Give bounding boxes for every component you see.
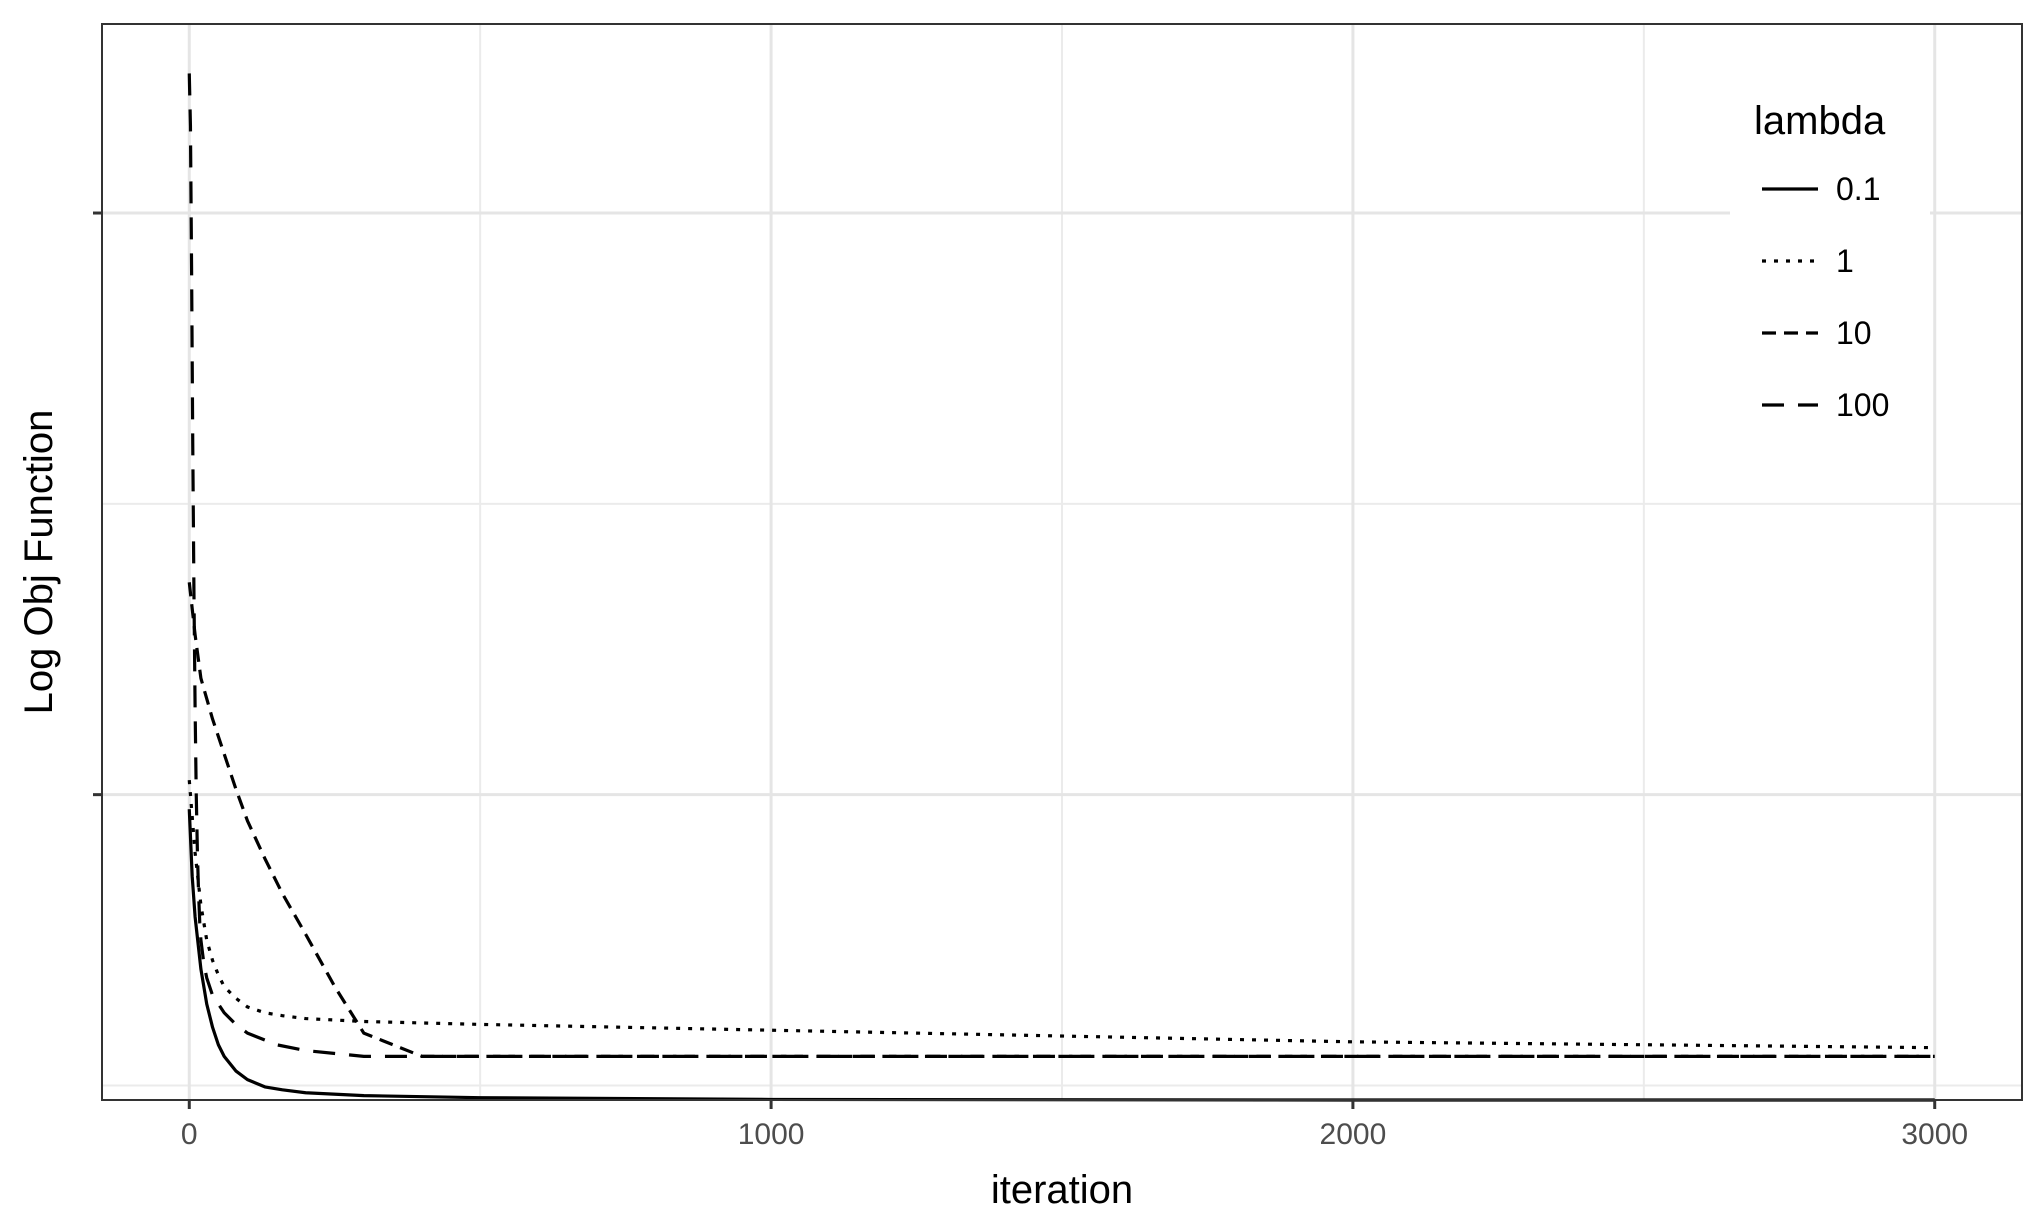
y-axis-title: Log Obj Function [17, 410, 61, 715]
minor-gridlines [102, 24, 2022, 1100]
legend-label: 10 [1836, 315, 1872, 351]
x-tick-label: 0 [181, 1118, 198, 1151]
series-lines [187, 73, 1935, 1102]
x-tick-label: 2000 [1320, 1118, 1387, 1151]
series-line-0_1 [187, 809, 1935, 1102]
x-tick-label: 3000 [1901, 1118, 1968, 1151]
legend-label: 100 [1836, 387, 1889, 423]
major-gridlines [102, 24, 2022, 1100]
x-axis: 0 1000 2000 3000 [181, 1100, 1968, 1151]
x-axis-title: iteration [991, 1168, 1133, 1212]
series-line-1 [187, 779, 1935, 1050]
legend-label: 1 [1836, 243, 1854, 279]
x-tick-label: 1000 [738, 1118, 805, 1151]
legend-items: 0.1 1 10 100 [1762, 171, 1889, 423]
legend-label: 0.1 [1836, 171, 1880, 207]
legend-title: lambda [1754, 99, 1886, 143]
legend: lambda 0.1 1 10 100 [1730, 90, 1930, 430]
panel-border [101, 23, 2023, 1101]
y-axis [93, 211, 102, 797]
